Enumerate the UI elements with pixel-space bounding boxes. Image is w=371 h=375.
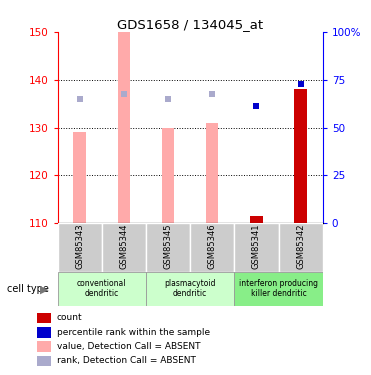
- Bar: [250, 216, 263, 223]
- Bar: [58, 272, 146, 306]
- Text: percentile rank within the sample: percentile rank within the sample: [57, 328, 210, 337]
- Title: GDS1658 / 134045_at: GDS1658 / 134045_at: [117, 18, 263, 31]
- Bar: [102, 223, 146, 272]
- Text: count: count: [57, 314, 82, 322]
- Text: GSM85341: GSM85341: [252, 224, 261, 269]
- Bar: [234, 272, 323, 306]
- Text: GSM85345: GSM85345: [164, 224, 173, 269]
- Text: rank, Detection Call = ABSENT: rank, Detection Call = ABSENT: [57, 356, 196, 365]
- Bar: [73, 132, 86, 223]
- Bar: [206, 123, 219, 223]
- Bar: [58, 223, 102, 272]
- Bar: [190, 223, 234, 272]
- Text: interferon producing
killer dendritic: interferon producing killer dendritic: [239, 279, 318, 298]
- Bar: [118, 32, 130, 223]
- Bar: [162, 128, 174, 223]
- Text: plasmacytoid
dendritic: plasmacytoid dendritic: [164, 279, 216, 298]
- Bar: [146, 272, 234, 306]
- Text: ▶: ▶: [40, 285, 49, 294]
- Text: GSM85343: GSM85343: [75, 224, 84, 269]
- Bar: [234, 223, 279, 272]
- Text: GSM85344: GSM85344: [119, 224, 128, 269]
- Text: GSM85346: GSM85346: [208, 224, 217, 269]
- Text: conventional
dendritic: conventional dendritic: [77, 279, 127, 298]
- Text: cell type: cell type: [7, 285, 49, 294]
- Text: value, Detection Call = ABSENT: value, Detection Call = ABSENT: [57, 342, 200, 351]
- Bar: [279, 223, 323, 272]
- Bar: [295, 89, 307, 223]
- Bar: [146, 223, 190, 272]
- Text: GSM85342: GSM85342: [296, 224, 305, 269]
